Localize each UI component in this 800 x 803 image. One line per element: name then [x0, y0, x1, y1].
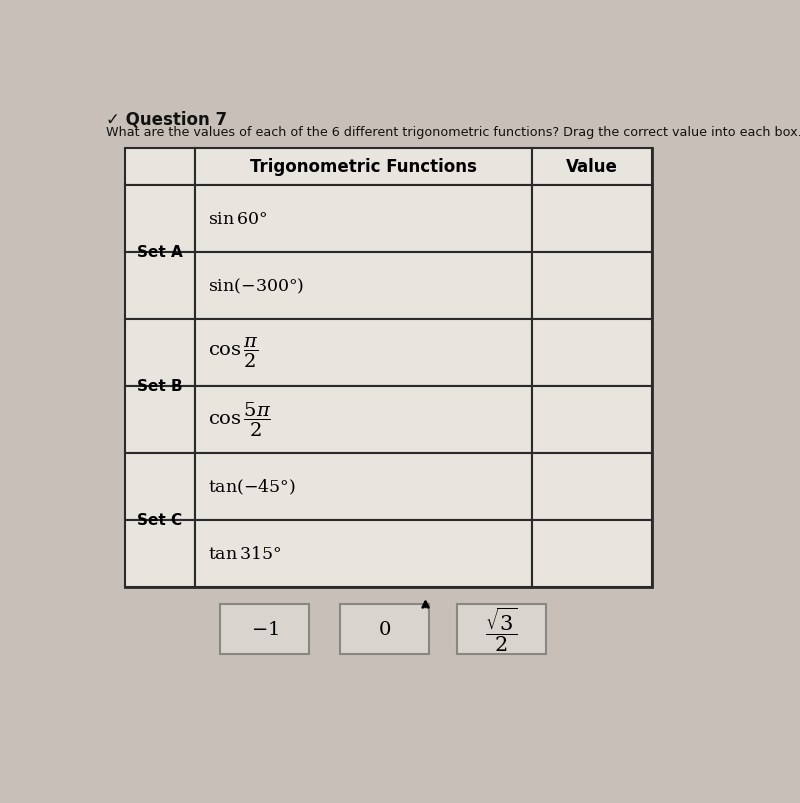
Bar: [125, 453, 194, 520]
Bar: [194, 520, 532, 587]
Bar: [125, 149, 652, 587]
Bar: [125, 520, 194, 587]
Bar: [532, 320, 652, 386]
Bar: [194, 320, 532, 386]
Bar: [194, 149, 532, 185]
Text: $\mathrm{cos}\,\dfrac{5\pi}{2}$: $\mathrm{cos}\,\dfrac{5\pi}{2}$: [209, 401, 272, 438]
Bar: [532, 520, 652, 587]
Text: ✓ Question 7: ✓ Question 7: [106, 110, 227, 128]
Text: Trigonometric Functions: Trigonometric Functions: [250, 158, 477, 176]
Bar: [457, 604, 546, 654]
Text: $\mathrm{cos}\,\dfrac{\pi}{2}$: $\mathrm{cos}\,\dfrac{\pi}{2}$: [209, 336, 259, 370]
Bar: [532, 252, 652, 320]
Bar: [532, 185, 652, 252]
Text: $\mathrm{tan}(-45°)$: $\mathrm{tan}(-45°)$: [209, 477, 297, 496]
Text: $\dfrac{\sqrt{3}}{2}$: $\dfrac{\sqrt{3}}{2}$: [485, 605, 518, 654]
Bar: [194, 453, 532, 520]
Bar: [125, 185, 194, 252]
Text: $0$: $0$: [378, 619, 391, 638]
Text: $-1$: $-1$: [250, 619, 278, 638]
Bar: [532, 453, 652, 520]
Text: $\mathrm{sin}(-300°)$: $\mathrm{sin}(-300°)$: [209, 276, 305, 296]
Bar: [194, 386, 532, 453]
Bar: [340, 604, 430, 654]
Bar: [194, 185, 532, 252]
Bar: [532, 386, 652, 453]
Bar: [125, 386, 194, 453]
Bar: [532, 149, 652, 185]
Bar: [194, 252, 532, 320]
Text: $\mathrm{sin}\,60°$: $\mathrm{sin}\,60°$: [209, 210, 268, 228]
Text: Set A: Set A: [137, 245, 182, 260]
Text: Value: Value: [566, 158, 618, 176]
Bar: [125, 320, 194, 386]
Bar: [125, 252, 194, 320]
Bar: [125, 149, 194, 185]
Text: What are the values of each of the 6 different trigonometric functions? Drag the: What are the values of each of the 6 dif…: [106, 125, 800, 139]
Bar: [220, 604, 310, 654]
Text: Set B: Set B: [137, 379, 182, 393]
Text: Set C: Set C: [137, 512, 182, 528]
Text: $\mathrm{tan}\,315°$: $\mathrm{tan}\,315°$: [209, 544, 282, 563]
